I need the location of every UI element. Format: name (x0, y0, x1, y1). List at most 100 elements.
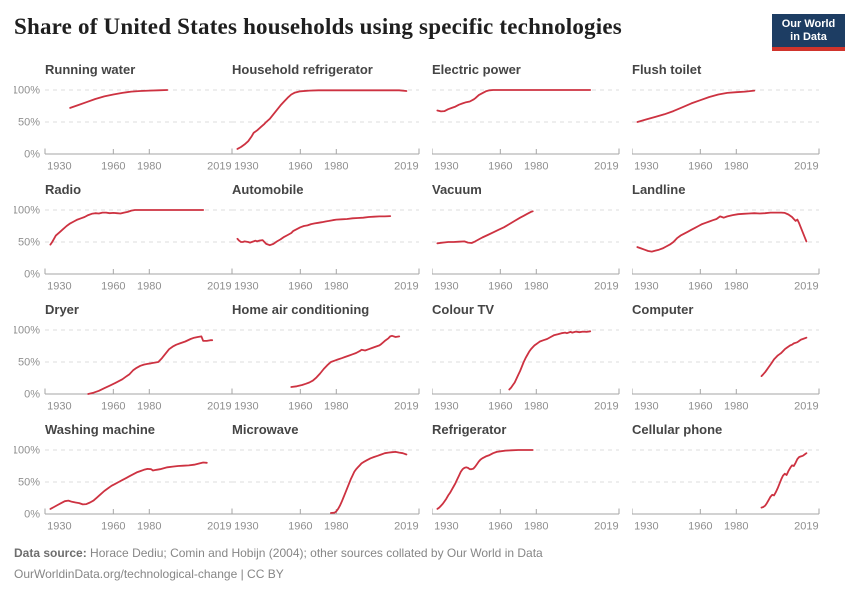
panel-running-water: Running water 1930 1960 1980 2019 0% 50% 100% (14, 56, 233, 176)
x-axis (44, 268, 233, 275)
panel-refrigerator: Refrigerator 1930 1960 1980 2019 (432, 416, 632, 536)
panel-plot: 1930 1960 1980 2019 (432, 449, 620, 533)
page-title: Share of United States households using … (14, 14, 622, 39)
x-tick-label: 2019 (794, 401, 818, 413)
x-tick-label: 1960 (101, 161, 125, 173)
x-tick-label: 1960 (688, 401, 712, 413)
x-tick-label: 1980 (724, 401, 748, 413)
y-tick-label: 50% (18, 117, 40, 129)
x-tick-label: 2019 (594, 281, 618, 293)
x-axis (432, 148, 620, 155)
series-line (49, 209, 205, 246)
panel-plot: 1930 1960 1980 2019 (232, 209, 420, 293)
series-line (330, 451, 408, 514)
x-tick-label: 1930 (234, 521, 258, 533)
owid-logo-line1: Our World (781, 18, 836, 30)
y-tick-label: 100% (14, 445, 40, 457)
y-tick-label: 50% (18, 477, 40, 489)
y-tick-label: 0% (24, 389, 40, 401)
panel-title: Washing machine (45, 422, 156, 437)
panel-plot: 1930 1960 1980 2019 (232, 329, 420, 413)
panel-title: Landline (632, 182, 686, 197)
panel-vacuum: Vacuum 1930 1960 1980 2019 (432, 176, 632, 296)
x-tick-label: 1980 (724, 161, 748, 173)
panel-plot: 1930 1960 1980 2019 (432, 329, 620, 413)
panel-microwave: Microwave 1930 1960 1980 2019 (232, 416, 432, 536)
x-axis (432, 268, 620, 275)
series-line (436, 449, 534, 510)
x-axis (632, 388, 820, 395)
footer-url[interactable]: OurWorldinData.org/technological-change … (14, 567, 284, 581)
x-tick-label: 2019 (594, 161, 618, 173)
panel-title: Home air conditioning (232, 302, 370, 317)
series-line (760, 452, 808, 509)
x-tick-label: 1930 (234, 161, 258, 173)
x-tick-label: 1980 (524, 521, 548, 533)
panel-plot: 1930 1960 1980 2019 0% 50% 100% (14, 205, 233, 293)
y-tick-label: 0% (24, 269, 40, 281)
x-tick-label: 1960 (288, 161, 312, 173)
panel-title: Cellular phone (632, 422, 723, 437)
panel-title: Flush toilet (632, 62, 702, 77)
panel-title: Microwave (232, 422, 299, 437)
x-tick-label: 2019 (207, 161, 231, 173)
series-line (636, 89, 756, 123)
y-tick-label: 0% (24, 509, 40, 521)
series-line (436, 89, 592, 113)
panel-automobile: Automobile 1930 1960 1980 2019 (232, 176, 432, 296)
x-axis (44, 508, 233, 515)
owid-logo[interactable]: Our World in Data (772, 14, 845, 51)
x-tick-label: 1930 (634, 161, 658, 173)
x-tick-label: 2019 (207, 521, 231, 533)
x-axis (232, 268, 420, 275)
series-line (236, 89, 408, 150)
x-tick-label: 1960 (288, 401, 312, 413)
data-source-line: Data source: Horace Dediu; Comin and Hob… (14, 543, 850, 564)
series-line (236, 215, 392, 247)
series-line (508, 330, 592, 391)
x-tick-label: 1930 (434, 161, 458, 173)
x-tick-label: 1930 (47, 401, 71, 413)
x-tick-label: 2019 (394, 161, 418, 173)
x-tick-label: 2019 (794, 521, 818, 533)
y-tick-label: 50% (18, 237, 40, 249)
panel-plot: 1930 1960 1980 2019 0% 50% 100% (14, 85, 233, 173)
x-tick-label: 1980 (724, 281, 748, 293)
panel-home-air-conditioning: Home air conditioning 1930 1960 1980 2019 (232, 296, 432, 416)
y-tick-label: 100% (14, 85, 40, 97)
x-tick-label: 1960 (101, 521, 125, 533)
panel-plot: 1930 1960 1980 2019 (632, 329, 820, 413)
series-line (87, 335, 214, 395)
y-tick-label: 50% (18, 357, 40, 369)
x-axis (232, 388, 420, 395)
panel-household-refrigerator: Household refrigerator 1930 1960 1980 2019 (232, 56, 432, 176)
chart-header: Share of United States households using … (0, 0, 850, 51)
x-tick-label: 1930 (47, 521, 71, 533)
x-tick-label: 1980 (137, 161, 161, 173)
x-tick-label: 1980 (324, 281, 348, 293)
x-tick-label: 1960 (488, 521, 512, 533)
x-tick-label: 1980 (324, 161, 348, 173)
x-axis (44, 148, 233, 155)
panel-landline: Landline 1930 1960 1980 2019 (632, 176, 832, 296)
y-tick-label: 100% (14, 205, 40, 217)
x-tick-label: 1980 (137, 401, 161, 413)
small-multiples-grid: Running water 1930 1960 1980 2019 0% 50% 100% Ho… (0, 56, 850, 536)
x-axis (432, 388, 620, 395)
x-axis (632, 508, 820, 515)
x-tick-label: 1960 (488, 161, 512, 173)
panel-plot: 1930 1960 1980 2019 (232, 449, 420, 533)
x-tick-label: 1980 (137, 521, 161, 533)
x-tick-label: 2019 (394, 281, 418, 293)
x-axis (432, 508, 620, 515)
series-line (436, 210, 534, 245)
x-tick-label: 1930 (434, 281, 458, 293)
x-tick-label: 1960 (488, 281, 512, 293)
panel-plot: 1930 1960 1980 2019 (632, 89, 820, 173)
data-source-text: Horace Dediu; Comin and Hobijn (2004); o… (90, 546, 543, 560)
panel-plot: 1930 1960 1980 2019 (432, 89, 620, 173)
x-axis (232, 508, 420, 515)
panel-title: Computer (632, 302, 694, 317)
y-tick-label: 0% (24, 149, 40, 161)
x-axis (632, 148, 820, 155)
